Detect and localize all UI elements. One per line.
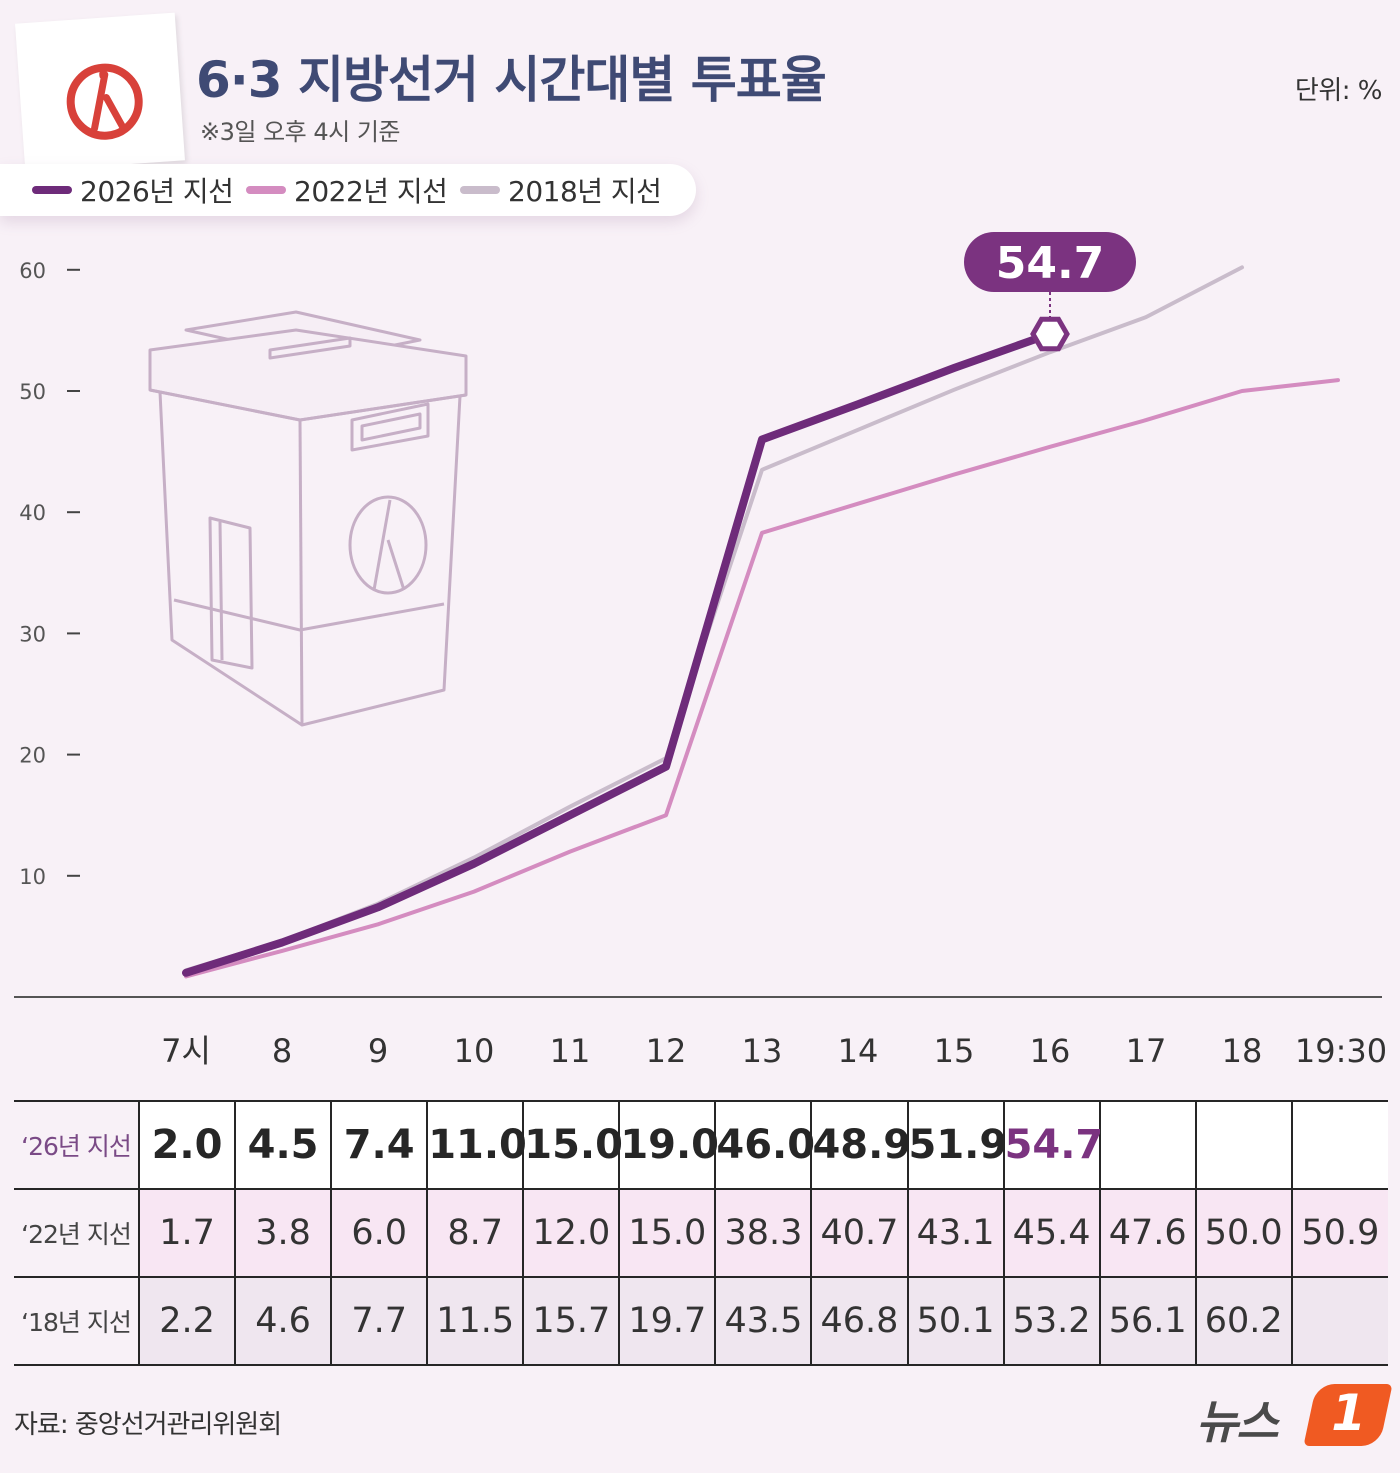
logo-text: 뉴스: [1196, 1395, 1279, 1449]
x-tick-label: 14: [838, 1032, 879, 1070]
table-row: ‘18년 지선 2.2 4.6 7.7 11.5 15.7 19.7 43.5 46.8 50.1…: [14, 1277, 1388, 1366]
table-row: ‘26년 지선 2.0 4.5 7.4 11.0 15.0 19.0 46.0 48.9 51.9…: [14, 1100, 1388, 1190]
legend-item-2026: 2026년 지선: [32, 164, 234, 216]
y-tick-label: 30: [19, 622, 46, 646]
y-axis: 10 20 30 40 50 60: [19, 259, 80, 889]
table-cell: 54.7: [1003, 1100, 1103, 1190]
legend-swatch-2026: [32, 186, 72, 194]
x-tick-label: 18: [1222, 1032, 1263, 1070]
table-row-label: ‘18년 지선: [14, 1277, 140, 1366]
x-tick-label: 19:30: [1295, 1032, 1387, 1070]
callout-value: 54.7: [996, 238, 1105, 289]
table-cell: 51.9: [907, 1100, 1007, 1190]
ballot-box-icon: [148, 310, 468, 727]
table-cell: 15.7: [523, 1277, 621, 1366]
x-tick-label: 11: [550, 1032, 591, 1070]
latest-value-callout: 54.7: [964, 232, 1136, 352]
table-cell: 50.9: [1291, 1189, 1388, 1278]
table-cell: [1195, 1100, 1293, 1190]
legend-label-2026: 2026년 지선: [80, 175, 234, 208]
series-line-1: [184, 378, 1340, 979]
turnout-line-chart: 10 20 30 40 50 60 7시 8 9 10 11 12 13 14 15 16 17 18 19:30…: [14, 232, 1387, 1070]
table-cell: 19.0: [619, 1100, 719, 1190]
table-cell: 3.8: [235, 1189, 333, 1278]
callout-marker: [1030, 316, 1070, 352]
page-title: 6·3 지방선거 시간대별 투표율: [196, 51, 827, 109]
table-cell: 6.0: [331, 1189, 429, 1278]
table-cell: 8.7: [427, 1189, 525, 1278]
series-line-0: [182, 330, 1054, 977]
table-cell: 15.0: [619, 1189, 717, 1278]
table-cell: 4.5: [235, 1100, 333, 1190]
legend: 2026년 지선 2022년 지선 2018년 지선: [0, 164, 696, 216]
x-tick-label: 15: [934, 1032, 975, 1070]
table-cell: 7.7: [331, 1277, 429, 1366]
table-row: ‘22년 지선 1.7 3.8 6.0 8.7 12.0 15.0 38.3 40.7 43.1 4…: [14, 1189, 1388, 1278]
news1-logo: 뉴스 1: [1196, 1382, 1393, 1452]
table-cell: 2.2: [139, 1277, 237, 1366]
table-cell: 1.7: [139, 1189, 237, 1278]
table-cell: 48.9: [811, 1100, 911, 1190]
table-cell: 60.2: [1195, 1277, 1293, 1366]
series-lines: [182, 265, 1340, 979]
table-cell: 46.8: [811, 1277, 909, 1366]
legend-swatch-2022: [246, 186, 286, 194]
y-tick-label: 20: [19, 744, 46, 768]
table-cell: 56.1: [1099, 1277, 1197, 1366]
legend-label-2022: 2022년 지선: [294, 175, 448, 208]
table-cell: 47.6: [1099, 1189, 1197, 1278]
x-tick-label: 7시: [161, 1032, 211, 1070]
x-tick-label: 17: [1126, 1032, 1167, 1070]
table-cell: 12.0: [523, 1189, 621, 1278]
x-axis: 7시 8 9 10 11 12 13 14 15 16 17 18 19:30: [161, 1032, 1387, 1070]
table-cell: [1291, 1100, 1388, 1190]
y-tick-label: 40: [19, 501, 46, 525]
table-cell: 11.0: [427, 1100, 527, 1190]
table-cell: 7.4: [331, 1100, 429, 1190]
table-cell: 46.0: [715, 1100, 815, 1190]
table-row-label: ‘26년 지선: [14, 1100, 140, 1190]
table-cell: 45.4: [1003, 1189, 1101, 1278]
table-cell: 2.0: [139, 1100, 237, 1190]
unit-label: 단위: %: [1294, 76, 1383, 106]
legend-label-2018: 2018년 지선: [508, 175, 662, 208]
table-cell: 50.1: [907, 1277, 1005, 1366]
table-cell: 11.5: [427, 1277, 525, 1366]
page-subtitle: ※3일 오후 4시 기준: [200, 118, 401, 146]
logo-number: 1: [1331, 1384, 1366, 1442]
x-tick-label: 10: [454, 1032, 495, 1070]
y-tick-label: 50: [19, 380, 46, 404]
x-tick-label: 13: [742, 1032, 783, 1070]
table-cell: 15.0: [523, 1100, 623, 1190]
source-note: 자료: 중앙선거관리위원회: [14, 1410, 282, 1440]
y-tick-label: 10: [19, 865, 46, 889]
x-tick-label: 12: [646, 1032, 687, 1070]
table-cell: 43.5: [715, 1277, 813, 1366]
x-tick-label: 8: [272, 1032, 292, 1070]
table-cell: 43.1: [907, 1189, 1005, 1278]
table-row-label: ‘22년 지선: [14, 1189, 140, 1278]
table-cell: 38.3: [715, 1189, 813, 1278]
vote-stamp-icon: [66, 63, 143, 140]
stamp-card: [15, 12, 185, 172]
table-cell: 4.6: [235, 1277, 333, 1366]
turnout-table: ‘26년 지선 2.0 4.5 7.4 11.0 15.0 19.0 46.0 48.9 51.9…: [14, 1100, 1388, 1366]
legend-item-2022: 2022년 지선: [246, 164, 448, 216]
y-tick-label: 60: [19, 259, 46, 283]
table-cell: 53.2: [1003, 1277, 1101, 1366]
table-cell: [1291, 1277, 1388, 1366]
table-cell: 50.0: [1195, 1189, 1293, 1278]
legend-swatch-2018: [460, 186, 500, 194]
table-cell: [1099, 1100, 1197, 1190]
callout-box: [964, 232, 1136, 292]
table-cell: 40.7: [811, 1189, 909, 1278]
x-tick-label: 9: [368, 1032, 388, 1070]
table-cell: 19.7: [619, 1277, 717, 1366]
legend-item-2018: 2018년 지선: [460, 164, 662, 216]
x-tick-label: 16: [1030, 1032, 1071, 1070]
